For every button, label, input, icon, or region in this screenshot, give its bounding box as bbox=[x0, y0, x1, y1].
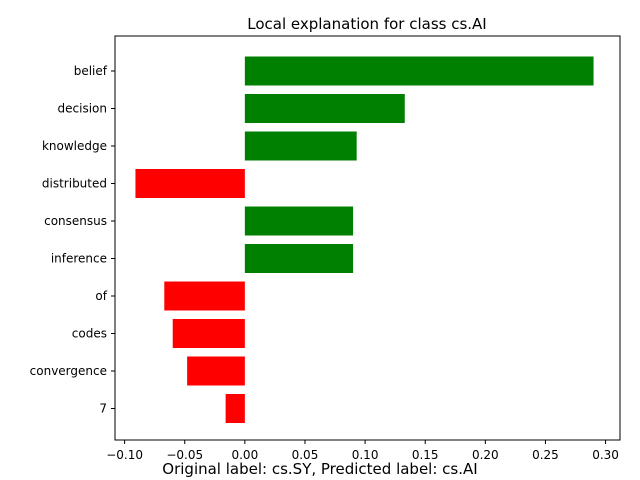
x-tick-label: −0.05 bbox=[166, 448, 203, 462]
bar-inference bbox=[244, 244, 354, 273]
x-tick-label: 0.30 bbox=[592, 448, 619, 462]
chart-title: Local explanation for class cs.AI bbox=[247, 15, 486, 33]
x-axis-ticks: −0.10 −0.05 0.00 0.05 0.10 0.15 0.20 0.25 0.30 bbox=[106, 440, 619, 462]
y-tick-label: decision bbox=[58, 102, 107, 116]
bar-belief bbox=[244, 56, 594, 86]
x-tick-label: 0.05 bbox=[292, 448, 319, 462]
y-tick-label: distributed bbox=[42, 177, 107, 191]
x-tick-label: 0.25 bbox=[532, 448, 559, 462]
y-tick-label: 7 bbox=[99, 402, 107, 416]
x-tick-label: 0.00 bbox=[231, 448, 258, 462]
y-tick-label: inference bbox=[51, 252, 107, 266]
x-tick-label: −0.10 bbox=[106, 448, 143, 462]
bar-of bbox=[164, 281, 245, 311]
x-tick-label: 0.15 bbox=[412, 448, 439, 462]
plot-frame bbox=[114, 35, 621, 441]
bar-distributed bbox=[135, 169, 245, 198]
caption: Original label: cs.SY, Predicted label: … bbox=[162, 460, 477, 478]
y-tick-label: knowledge bbox=[42, 139, 107, 153]
bars-group bbox=[135, 56, 594, 423]
y-tick-label: consensus bbox=[44, 214, 107, 228]
y-axis-ticks: belief decision knowledge distributed consen… bbox=[30, 64, 115, 416]
y-tick-label: belief bbox=[74, 64, 108, 78]
bar-knowledge bbox=[244, 131, 357, 161]
bar-convergence bbox=[187, 356, 245, 386]
x-tick-label: 0.10 bbox=[352, 448, 379, 462]
bar-consensus bbox=[244, 206, 354, 236]
bar-7 bbox=[225, 394, 245, 423]
bar-codes bbox=[172, 319, 245, 348]
x-tick-label: 0.20 bbox=[472, 448, 499, 462]
y-tick-label: codes bbox=[72, 327, 107, 341]
bar-decision bbox=[244, 94, 405, 123]
y-tick-label: of bbox=[95, 289, 107, 303]
y-tick-label: convergence bbox=[30, 364, 107, 378]
